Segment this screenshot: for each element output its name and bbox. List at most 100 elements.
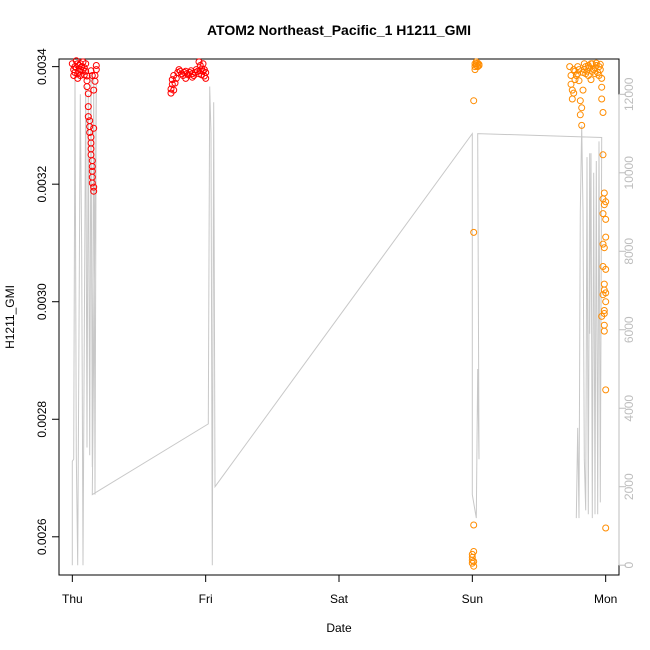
data-point [170, 86, 178, 94]
y-tick-label: 0.0030 [35, 283, 49, 320]
x-tick-label: Thu [62, 592, 83, 606]
data-point [571, 76, 579, 84]
data-point [602, 289, 610, 297]
x-tick-label: Mon [594, 592, 617, 606]
data-point [600, 327, 608, 335]
data-point [600, 307, 608, 314]
chart-title: ATOM2 Northeast_Pacific_1 H1211_GMI [207, 22, 471, 38]
data-point [598, 74, 606, 82]
data-point [470, 562, 478, 570]
y-tick-label: 0.0034 [35, 48, 49, 85]
data-point [578, 121, 586, 129]
data-point [602, 215, 610, 223]
data-point [598, 83, 606, 91]
y-tick-label: 0.0028 [35, 401, 49, 438]
data-point [470, 548, 478, 555]
data-point [600, 201, 608, 209]
y-axis-left: 0.0026 0.0028 0.0030 0.0032 0.0034 [35, 48, 60, 555]
data-point [576, 97, 584, 105]
data-point [600, 244, 608, 252]
data-point [567, 72, 575, 79]
data-point [599, 109, 607, 116]
data-point [470, 558, 478, 565]
data-point [90, 183, 98, 191]
data-point [570, 89, 578, 97]
data-point [566, 63, 574, 71]
y2-tick-label: 6000 [622, 316, 636, 343]
y2-tick-label: 10000 [622, 156, 636, 190]
data-point [91, 77, 99, 85]
data-point [88, 179, 96, 187]
data-point [576, 111, 584, 119]
x-tick-label: Fri [199, 592, 213, 606]
data-point [568, 95, 576, 103]
data-point [92, 62, 100, 69]
data-point [188, 73, 196, 81]
data-point [600, 280, 608, 288]
x-tick-label: Sun [462, 592, 483, 606]
data-point [470, 228, 478, 236]
data-point [587, 76, 595, 84]
data-point [600, 189, 608, 197]
data-point [602, 233, 610, 241]
y2-tick-label: 12000 [622, 77, 636, 111]
y2-tick-label: 0 [622, 562, 636, 569]
y-tick-label: 0.0032 [35, 166, 49, 203]
y2-tick-label: 2000 [622, 473, 636, 500]
data-point [86, 129, 94, 136]
data-point [602, 298, 610, 306]
data-point [80, 64, 88, 72]
data-point [202, 74, 210, 82]
data-point [76, 60, 84, 68]
data-point [92, 66, 100, 74]
plot-area [68, 57, 610, 570]
data-point [90, 86, 98, 94]
data-point [470, 521, 478, 529]
data-point [90, 124, 98, 132]
y-tick-label: 0.0026 [35, 518, 49, 555]
y-axis-right: 0 2000 4000 6000 8000 10000 12000 [618, 77, 636, 569]
data-point [598, 312, 606, 320]
data-point [88, 72, 96, 79]
data-point [76, 72, 84, 79]
data-point [88, 163, 96, 170]
data-point [598, 95, 606, 103]
y2-tick-label: 8000 [622, 238, 636, 265]
y2-tick-label: 4000 [622, 395, 636, 422]
x-axis: Thu Fri Sat Sun Mon [62, 574, 617, 606]
data-point [574, 70, 582, 78]
data-point [600, 321, 608, 329]
data-point [579, 86, 587, 94]
data-point [578, 104, 586, 112]
data-point [86, 117, 94, 125]
data-point [82, 60, 90, 68]
data-point [602, 524, 610, 532]
data-point [195, 58, 203, 66]
data-point [83, 83, 91, 91]
data-point [599, 240, 607, 248]
data-point [182, 74, 190, 82]
y-axis-label: H1211_GMI [3, 285, 17, 349]
data-point [596, 66, 604, 74]
data-point [74, 60, 82, 68]
data-point [87, 67, 95, 75]
data-point [470, 97, 478, 105]
data-point [82, 67, 90, 75]
data-point [599, 210, 607, 218]
data-point [602, 265, 610, 273]
data-point [596, 60, 604, 68]
data-point [599, 151, 607, 159]
data-point [475, 62, 483, 69]
x-tick-label: Sat [330, 592, 349, 606]
right-axis-series-line [71, 74, 603, 566]
data-point [602, 386, 610, 394]
data-point [171, 79, 179, 87]
data-point [575, 77, 583, 85]
data-point [90, 187, 98, 195]
data-point [84, 90, 92, 98]
x-axis-label: Date [326, 621, 352, 635]
data-point [84, 103, 92, 111]
data-point [84, 113, 92, 121]
data-point [83, 72, 91, 80]
